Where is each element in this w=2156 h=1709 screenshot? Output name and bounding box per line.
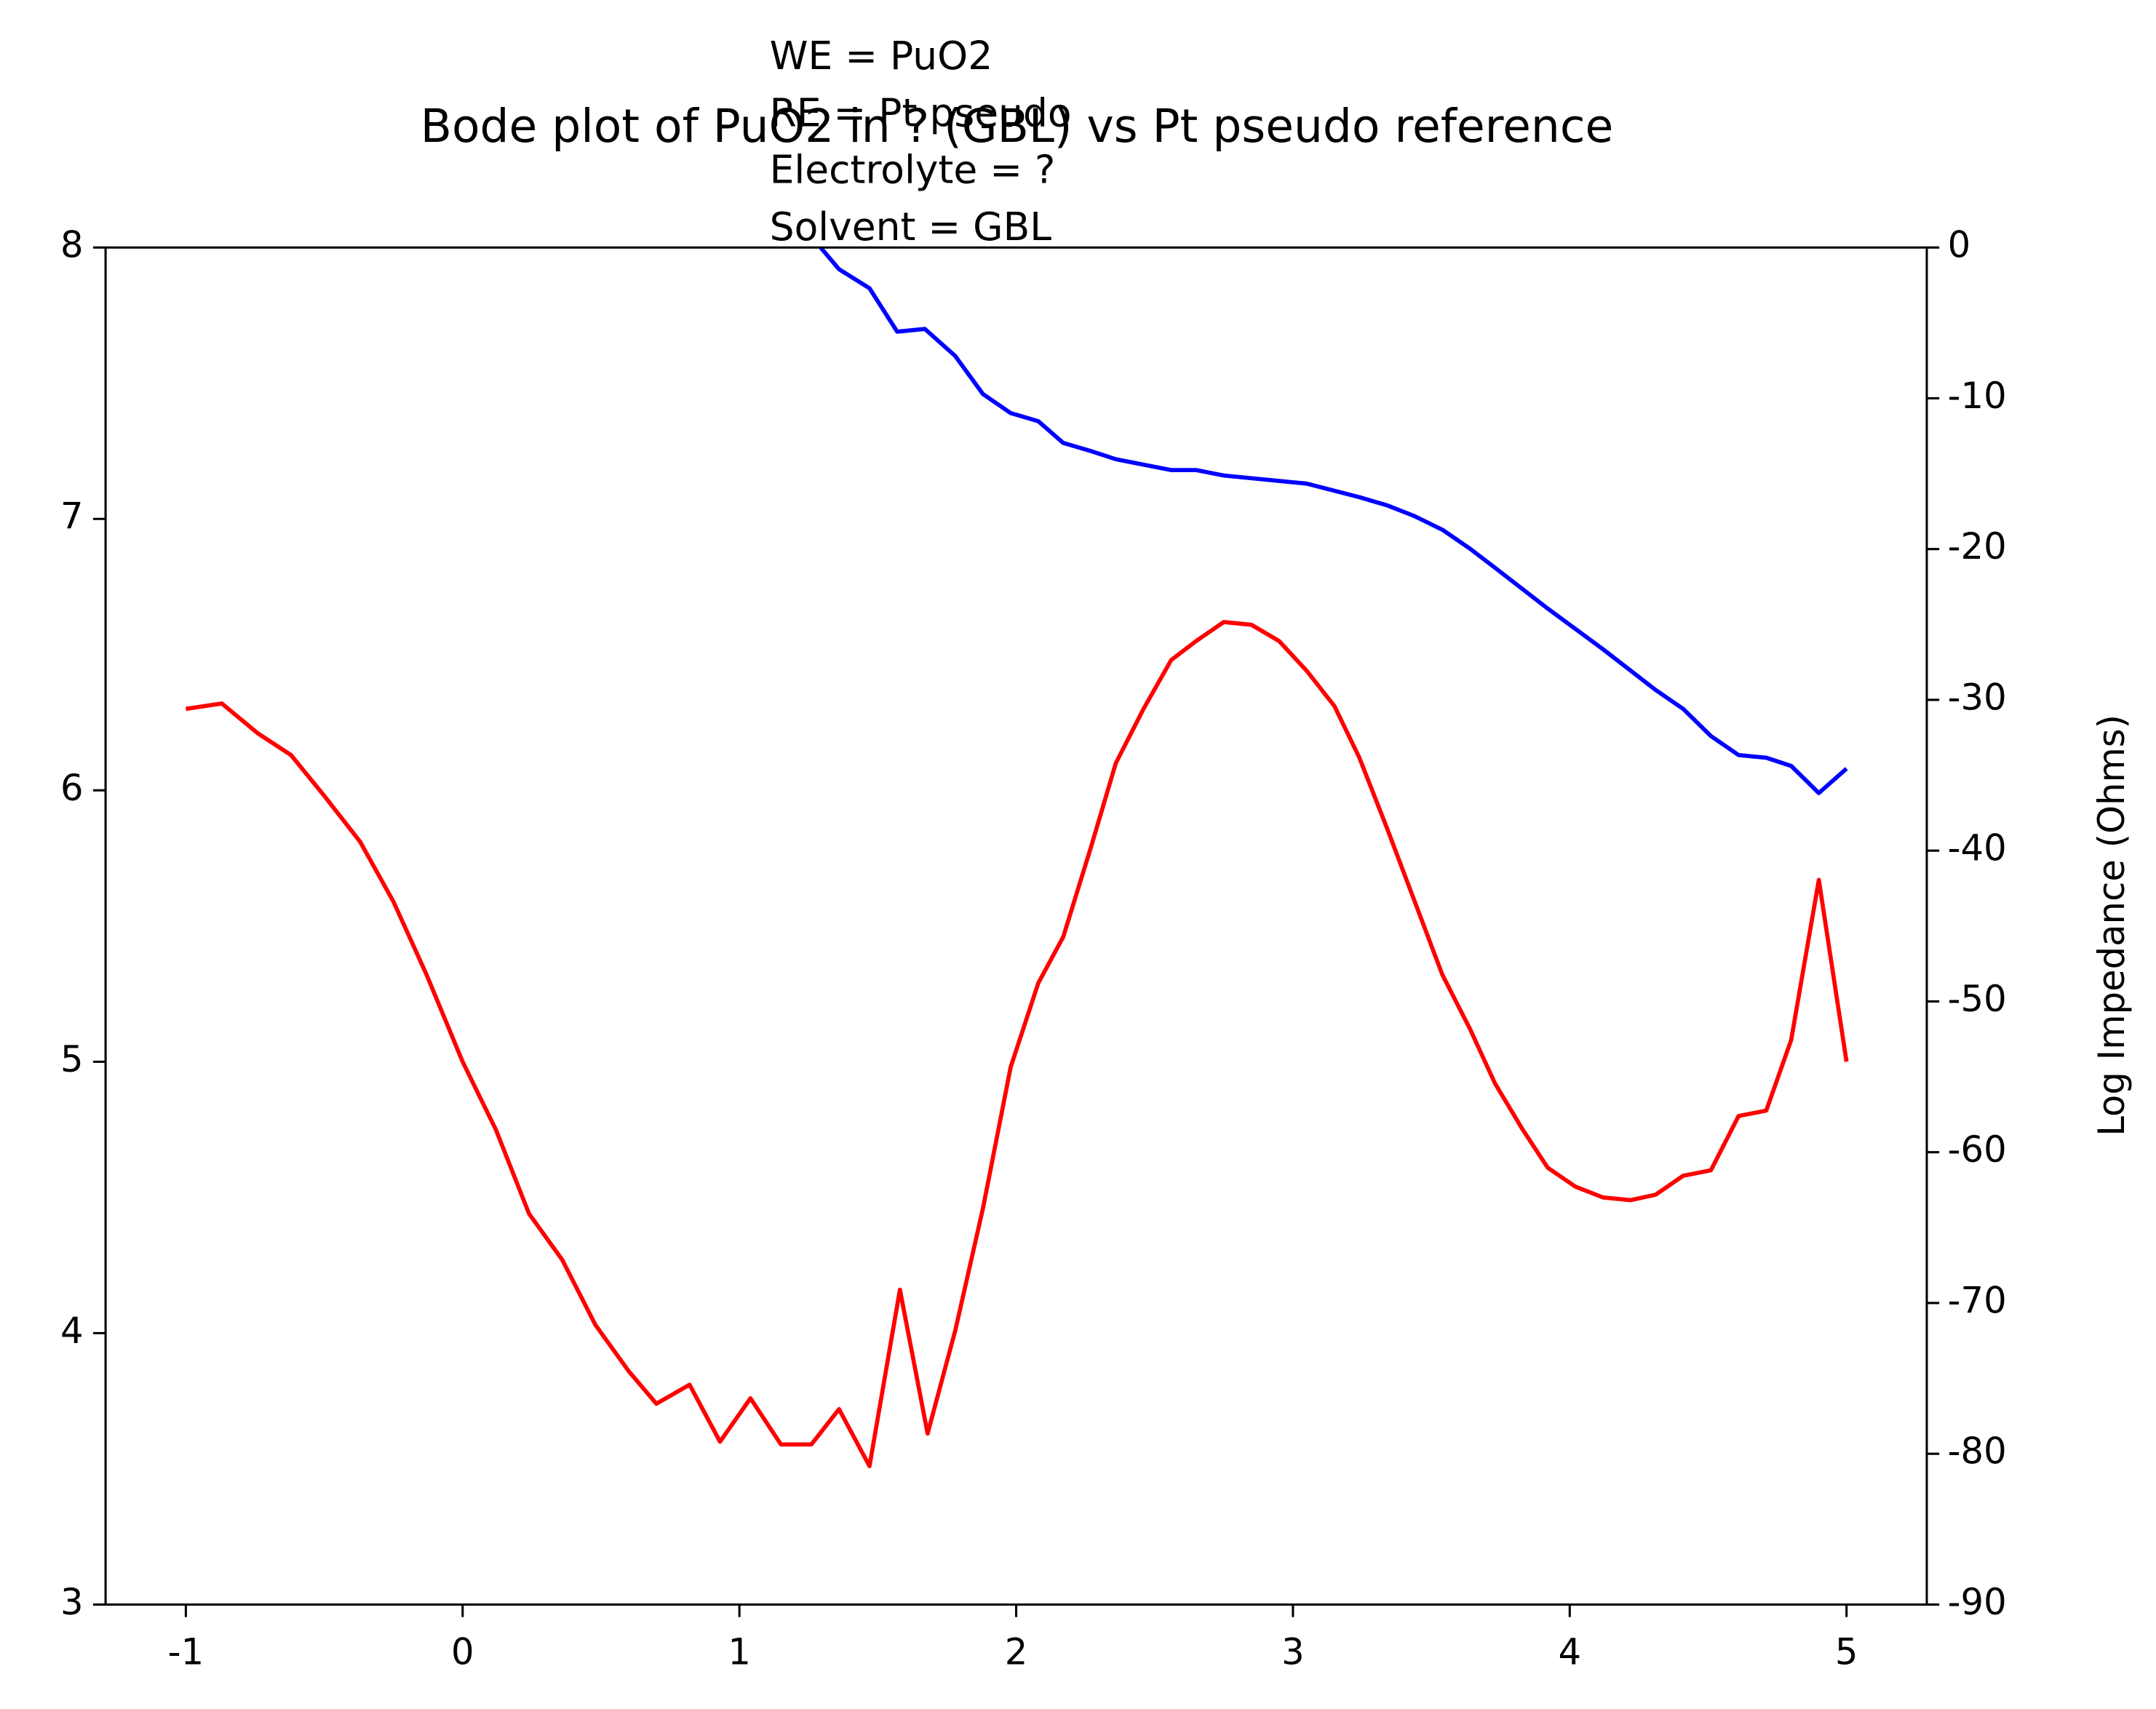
y2-tick-label: -40: [1948, 827, 2007, 869]
x-tick-label: 2: [1005, 1631, 1028, 1673]
y2-tick-label: -60: [1948, 1128, 2007, 1171]
y-tick-label: 6: [60, 767, 84, 809]
y-tick-label: 5: [60, 1038, 84, 1080]
y-tick-label: 3: [60, 1581, 84, 1623]
annotation: Solvent = GBL: [770, 204, 1052, 250]
x-tick-label: -1: [168, 1631, 204, 1673]
axes-frame: [104, 246, 1928, 1606]
x-tick-label: 1: [728, 1631, 751, 1673]
chart-title: Bode plot of PuO2 in ? (GBL) vs Pt pseud…: [421, 100, 1614, 153]
data-line: [817, 247, 1848, 795]
y2-tick-label: -30: [1948, 676, 2007, 718]
x-tick-label: 5: [1835, 1631, 1858, 1673]
y2-tick-label: -10: [1948, 375, 2007, 417]
y2-tick-label: 0: [1948, 224, 1971, 266]
y2-tick-label: -70: [1948, 1279, 2007, 1321]
y2-tick-label: -20: [1948, 525, 2007, 567]
plot-area: [185, 247, 1849, 1469]
annotation: Electrolyte = ?: [770, 147, 1056, 193]
x-tick-label: 4: [1559, 1631, 1582, 1673]
data-line: [185, 620, 1849, 1469]
y2-axis-label: Log Impedance (Ohms): [2091, 714, 2133, 1136]
x-tick-label: 0: [451, 1631, 474, 1673]
y2-tick-label: -50: [1948, 978, 2007, 1020]
y-tick-label: 4: [60, 1310, 84, 1352]
y-tick-label: 8: [60, 224, 84, 266]
y2-tick-label: -90: [1948, 1581, 2007, 1623]
x-tick-label: 3: [1281, 1631, 1305, 1673]
y2-tick-label: -80: [1948, 1430, 2007, 1473]
annotation: WE = PuO2: [770, 33, 993, 79]
y-tick-label: 7: [60, 495, 84, 538]
annotation: RE = Pt pseudo: [770, 89, 1072, 135]
